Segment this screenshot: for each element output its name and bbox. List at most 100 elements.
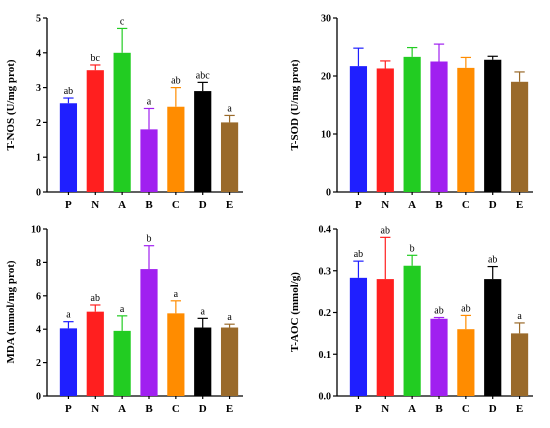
y-tick-label: 5 [36, 14, 41, 25]
significance-label: ab [488, 255, 497, 266]
significance-label: a [517, 311, 522, 322]
significance-label: c [120, 16, 125, 27]
bar-B [430, 61, 448, 192]
significance-label: bc [91, 53, 101, 64]
x-tick-label-D: D [489, 403, 497, 415]
x-tick-label-D: D [489, 199, 497, 211]
x-tick-label-P: P [355, 199, 362, 211]
bar-N [86, 311, 104, 396]
bar-B [430, 318, 448, 396]
significance-label: a [66, 310, 71, 321]
bar-N [86, 70, 104, 192]
y-tick-label: 0.2 [319, 308, 332, 319]
chart-panel-3: 0 2 4 6 8 10 MDA (mmol/mg prot) a Pab Na Ab Ba Ca Da E [5, 225, 243, 415]
x-tick-label-A: A [408, 199, 416, 211]
x-tick-label-C: C [172, 199, 180, 211]
x-tick-label-C: C [462, 403, 470, 415]
bar-P [349, 66, 368, 192]
significance-label: a [174, 289, 179, 300]
bar-P [59, 328, 78, 396]
x-tick-label-C: C [462, 199, 470, 211]
y-tick-label: 2 [36, 118, 41, 129]
significance-label: ab [354, 249, 363, 260]
y-tick-label: 0 [36, 392, 41, 403]
y-tick-label: 20 [321, 72, 331, 83]
y-tick-label: 30 [321, 14, 331, 25]
significance-label: a [147, 96, 152, 107]
bar-N [376, 68, 394, 192]
significance-label: a [120, 304, 125, 315]
chart-panel-2: 0 10 20 30 T-SOD (U/mg prot) P N A B C D E [289, 14, 533, 211]
bar-C [167, 313, 185, 396]
bar-E [510, 333, 529, 396]
bar-E [220, 327, 239, 396]
y-tick-label: 4 [36, 48, 41, 59]
y-axis-title: T-AOC (mmol/g) [289, 272, 301, 352]
x-tick-label-E: E [516, 403, 523, 415]
bar-P [349, 277, 368, 396]
significance-label: ab [461, 303, 470, 314]
x-tick-label-D: D [199, 199, 207, 211]
x-tick-label-E: E [226, 403, 233, 415]
x-tick-label-N: N [381, 403, 389, 415]
x-tick-label-E: E [226, 199, 233, 211]
x-tick-label-A: A [118, 403, 126, 415]
y-tick-label: 0.0 [319, 392, 332, 403]
x-tick-label-A: A [118, 199, 126, 211]
bar-E [510, 81, 529, 192]
x-tick-label-E: E [516, 199, 523, 211]
bar-E [220, 122, 239, 192]
significance-label: a [200, 306, 205, 317]
chart-panel-4: 0.0 0.1 0.2 0.3 0.4 T-AOC (mmol/g) ab Pab Nb Aab B… [289, 225, 533, 415]
y-axis-title: T-SOD (U/mg prot) [289, 59, 301, 150]
x-tick-label-B: B [145, 199, 153, 211]
bar-B [140, 129, 158, 192]
bar-N [376, 279, 394, 396]
bar-C [457, 67, 475, 192]
x-tick-label-P: P [355, 403, 362, 415]
bar-C [167, 106, 185, 192]
x-tick-label-N: N [91, 403, 99, 415]
significance-label: b [147, 234, 152, 245]
x-tick-label-C: C [172, 403, 180, 415]
bar-A [403, 56, 421, 192]
x-tick-label-P: P [65, 199, 72, 211]
significance-label: abc [196, 70, 210, 81]
significance-label: a [227, 103, 232, 114]
y-axis-title: MDA (mmol/mg prot) [5, 260, 17, 363]
y-tick-label: 0.1 [319, 350, 332, 361]
significance-label: ab [64, 86, 73, 97]
y-tick-label: 4 [36, 325, 41, 336]
y-tick-label: 6 [36, 291, 41, 302]
x-tick-label-P: P [65, 403, 72, 415]
bar-C [457, 329, 475, 396]
bar-D [194, 327, 212, 396]
x-tick-label-B: B [145, 403, 153, 415]
y-tick-label: 8 [36, 258, 41, 269]
significance-label: b [410, 243, 415, 254]
y-tick-label: 0 [36, 188, 41, 199]
significance-label: ab [381, 225, 390, 236]
significance-label: a [227, 312, 232, 323]
y-tick-label: 0.3 [319, 266, 332, 277]
x-tick-label-N: N [381, 199, 389, 211]
significance-label: ab [171, 76, 180, 87]
x-tick-label-D: D [199, 403, 207, 415]
significance-label: ab [91, 293, 100, 304]
bar-B [140, 269, 158, 396]
bar-D [484, 59, 502, 193]
y-tick-label: 2 [36, 358, 41, 369]
bar-P [59, 103, 78, 192]
bar-A [113, 52, 131, 192]
x-tick-label-N: N [91, 199, 99, 211]
y-axis-title: T-NOS (U/mg prot) [5, 59, 17, 150]
bar-D [484, 279, 502, 396]
y-tick-label: 1 [36, 153, 41, 164]
x-tick-label-B: B [435, 199, 443, 211]
bar-A [403, 265, 421, 396]
x-tick-label-A: A [408, 403, 416, 415]
y-tick-label: 10 [321, 130, 331, 141]
significance-label: ab [434, 306, 443, 317]
